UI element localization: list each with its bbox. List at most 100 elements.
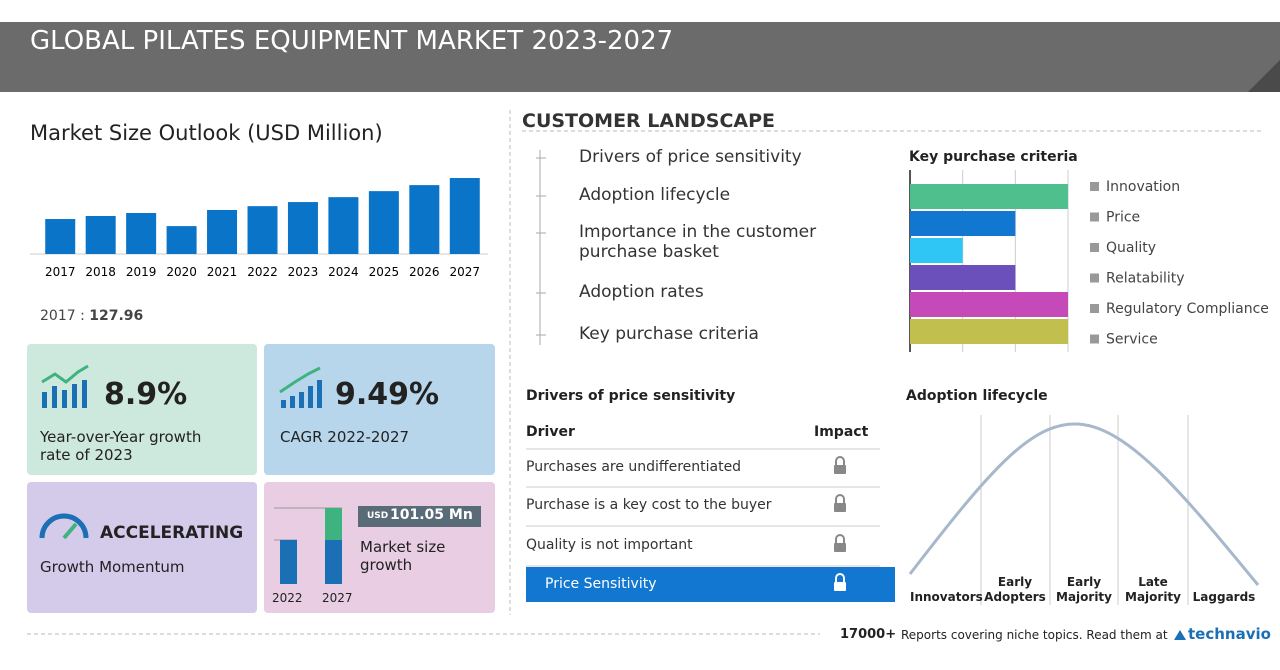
lock-icon — [835, 573, 845, 582]
legend-swatch — [1090, 273, 1099, 283]
lock-icon — [834, 465, 846, 474]
bar — [328, 197, 359, 254]
column-header: Driver — [526, 424, 575, 440]
value: 127.96 — [89, 308, 144, 324]
bar — [85, 216, 116, 254]
x-tick-label: 2025 — [369, 265, 400, 279]
stat-value: 9.49% — [335, 377, 440, 412]
bar — [126, 213, 157, 254]
card — [264, 344, 495, 475]
badge — [358, 506, 481, 527]
table-cell: Purchases are undifferentiated — [526, 459, 742, 475]
x-tick-label: 2027 — [449, 265, 480, 279]
gauge-icon — [39, 513, 89, 540]
column-header: Impact — [814, 424, 869, 440]
list-item: Drivers of price sensitivity — [579, 147, 802, 167]
adoption-curve — [908, 422, 1260, 586]
header-fold — [1248, 60, 1280, 92]
legend-swatch — [1090, 212, 1099, 222]
x-tick-label: 2024 — [328, 265, 359, 279]
brand-mark — [1174, 630, 1186, 640]
legend-label: Innovation — [1106, 179, 1180, 195]
table-cell: Quality is not important — [526, 537, 693, 553]
bar — [409, 185, 440, 254]
bar — [910, 265, 1016, 290]
stat-value: ACCELERATING — [100, 523, 244, 543]
bar — [207, 209, 238, 254]
unit: USD — [367, 511, 389, 521]
bar — [368, 191, 399, 254]
section-title: CUSTOMER LANDSCAPE — [522, 110, 776, 132]
bar — [910, 319, 1068, 344]
footer-count: 17000+ — [840, 627, 897, 642]
x-tick-label: 2019 — [126, 265, 157, 279]
growth-icon — [41, 364, 89, 408]
highlight-label: Price Sensitivity — [545, 576, 657, 592]
diagram-title: Adoption lifecycle — [906, 388, 1048, 404]
bar — [449, 178, 480, 254]
lock-icon — [835, 456, 845, 465]
legend-swatch — [1090, 304, 1099, 313]
list-item: Importance in the customer purchase bask… — [579, 222, 817, 263]
bar — [910, 292, 1068, 317]
table-cell: Purchase is a key cost to the buyer — [526, 497, 772, 513]
bar — [910, 211, 1016, 236]
legend-swatch — [1090, 182, 1099, 191]
header-band — [0, 22, 1280, 92]
cagr-icon — [279, 366, 322, 408]
highlight-row — [526, 567, 895, 602]
stage-label: Laggards — [1192, 589, 1256, 604]
x-tick-label: 2022 — [247, 265, 278, 279]
stat-value: 8.9% — [104, 377, 188, 412]
stage-dividers — [980, 415, 1189, 605]
legend-label: Relatability — [1106, 271, 1185, 287]
x-tick-label: 2018 — [85, 265, 116, 279]
lock-icon — [835, 534, 845, 543]
bar — [247, 206, 278, 254]
year: 2017 — [40, 308, 76, 324]
x-tick-label: 2026 — [409, 265, 440, 279]
stage-label: Late Majority — [1125, 575, 1181, 604]
legend-swatch — [1090, 334, 1099, 344]
x-tick-label: 2021 — [207, 265, 238, 279]
stat-label: CAGR 2022-2027 — [280, 428, 410, 446]
brand[interactable]: technavio — [1188, 625, 1271, 643]
x-tick-label: 2017 — [45, 265, 76, 279]
title: GLOBAL PILATES EQUIPMENT MARKET 2023-202… — [30, 26, 674, 56]
bar — [287, 202, 318, 254]
mini-growth-chart — [274, 507, 342, 584]
footer-text: Reports covering niche topics. Read them… — [901, 628, 1168, 642]
year: 2027 — [322, 591, 353, 605]
card — [27, 344, 257, 475]
lock-icon — [835, 494, 845, 503]
year: 2022 — [272, 591, 303, 605]
x-tick-label: 2020 — [166, 265, 197, 279]
stage-label: Innovators — [910, 589, 983, 604]
legend-label: Price — [1106, 210, 1140, 226]
lock-icon — [834, 503, 846, 512]
bar — [166, 226, 197, 254]
card — [27, 482, 257, 613]
lock-icon — [834, 543, 846, 552]
stat-value: 101.05 Mn — [390, 507, 473, 523]
chart-title: Key purchase criteria — [909, 149, 1078, 165]
list-item: Adoption lifecycle — [579, 185, 731, 205]
lock-icon — [834, 582, 846, 591]
chart-title: Market Size Outlook (USD Million) — [30, 121, 383, 145]
legend-swatch — [1090, 243, 1099, 252]
list-item: Key purchase criteria — [579, 324, 759, 344]
list-item: Adoption rates — [579, 282, 704, 302]
legend-label: Regulatory Compliance — [1106, 301, 1269, 317]
bar — [45, 219, 76, 254]
stat-label: Market size growth — [360, 538, 446, 574]
stat-label: Growth Momentum — [40, 558, 185, 576]
bar — [910, 238, 963, 263]
x-tick-label: 2023 — [288, 265, 319, 279]
stage-label: Early Adopters — [984, 575, 1046, 604]
legend-label: Service — [1106, 332, 1158, 348]
stat-label: Year-over-Year growth rate of 2023 — [40, 428, 202, 464]
highlight-year: 2017 : 127.96 — [40, 308, 144, 324]
table-title: Drivers of price sensitivity — [526, 388, 736, 404]
